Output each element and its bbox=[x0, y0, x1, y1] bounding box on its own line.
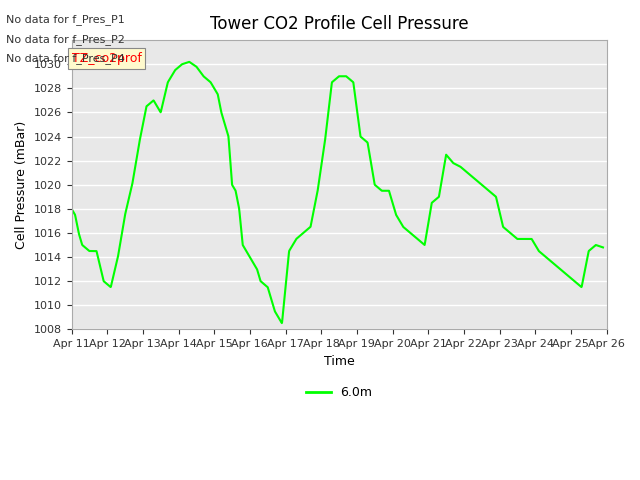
X-axis label: Time: Time bbox=[324, 355, 355, 368]
Text: No data for f_Pres_P1: No data for f_Pres_P1 bbox=[6, 14, 125, 25]
Text: No data for f_Pres_P4: No data for f_Pres_P4 bbox=[6, 53, 125, 64]
Text: TZ_co2prof: TZ_co2prof bbox=[72, 52, 141, 65]
Legend: 6.0m: 6.0m bbox=[301, 381, 378, 404]
Text: No data for f_Pres_P2: No data for f_Pres_P2 bbox=[6, 34, 125, 45]
Title: Tower CO2 Profile Cell Pressure: Tower CO2 Profile Cell Pressure bbox=[210, 15, 468, 33]
Y-axis label: Cell Pressure (mBar): Cell Pressure (mBar) bbox=[15, 120, 28, 249]
